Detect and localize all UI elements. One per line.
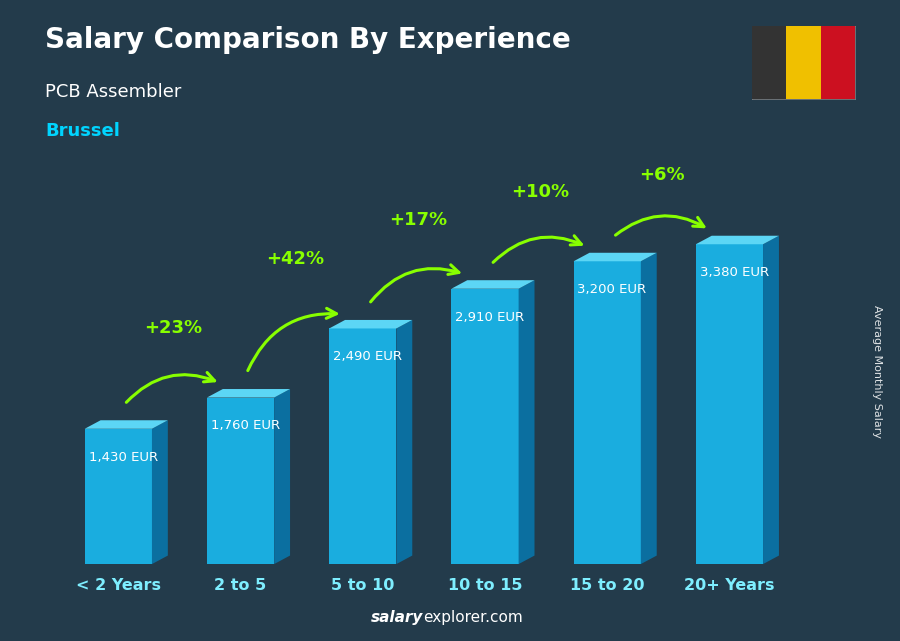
- Polygon shape: [573, 262, 641, 564]
- Text: +10%: +10%: [511, 183, 569, 201]
- Polygon shape: [207, 389, 290, 397]
- Text: 3,380 EUR: 3,380 EUR: [699, 266, 769, 279]
- Bar: [821, 26, 855, 99]
- Polygon shape: [274, 389, 290, 564]
- Polygon shape: [641, 253, 657, 564]
- Polygon shape: [452, 288, 518, 564]
- Text: PCB Assembler: PCB Assembler: [45, 83, 182, 101]
- Text: salary: salary: [371, 610, 423, 625]
- Polygon shape: [85, 420, 167, 429]
- Text: +42%: +42%: [266, 250, 325, 269]
- Text: Average Monthly Salary: Average Monthly Salary: [872, 305, 883, 438]
- Text: Salary Comparison By Experience: Salary Comparison By Experience: [45, 26, 571, 54]
- Text: +23%: +23%: [144, 319, 202, 337]
- Text: +6%: +6%: [639, 166, 685, 184]
- Text: Brussel: Brussel: [45, 122, 120, 140]
- Polygon shape: [85, 429, 152, 564]
- Polygon shape: [573, 253, 657, 262]
- Text: 1,430 EUR: 1,430 EUR: [88, 451, 158, 463]
- Text: 2,490 EUR: 2,490 EUR: [333, 351, 402, 363]
- Polygon shape: [207, 397, 274, 564]
- Bar: [752, 26, 786, 99]
- Polygon shape: [763, 236, 778, 564]
- Polygon shape: [696, 244, 763, 564]
- Text: 3,200 EUR: 3,200 EUR: [578, 283, 646, 296]
- Polygon shape: [518, 280, 535, 564]
- Text: +17%: +17%: [389, 210, 446, 229]
- Text: 1,760 EUR: 1,760 EUR: [211, 419, 280, 433]
- Polygon shape: [396, 320, 412, 564]
- Bar: [786, 26, 821, 99]
- Polygon shape: [329, 328, 396, 564]
- Polygon shape: [452, 280, 535, 288]
- Polygon shape: [329, 320, 412, 328]
- Polygon shape: [152, 420, 167, 564]
- Text: 2,910 EUR: 2,910 EUR: [455, 311, 525, 324]
- Polygon shape: [696, 236, 778, 244]
- Text: explorer.com: explorer.com: [423, 610, 523, 625]
